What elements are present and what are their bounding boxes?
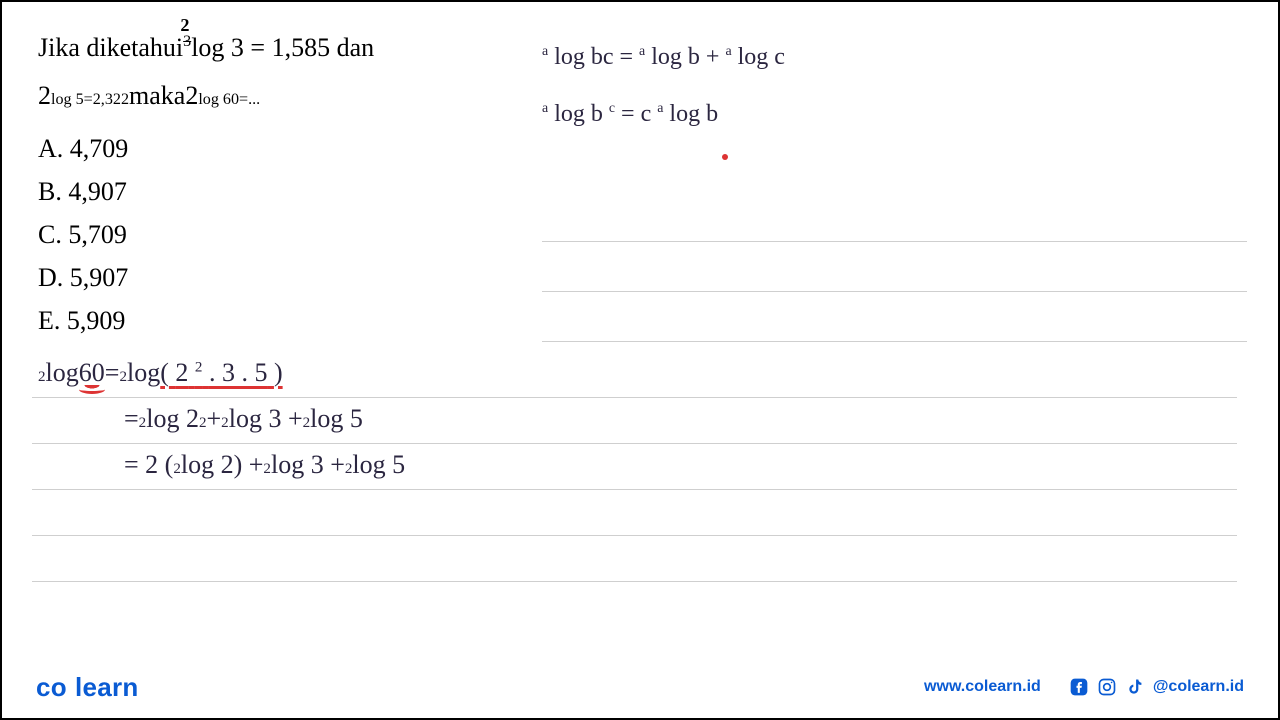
corrected-base-struck: 3 bbox=[183, 33, 191, 50]
rule-power: a log b c = c a log b bbox=[542, 93, 1242, 136]
rule-line bbox=[542, 242, 1247, 292]
paren: ) bbox=[274, 358, 283, 387]
log2-base: 2 bbox=[38, 74, 51, 118]
social-handle[interactable]: @colearn.id bbox=[1153, 678, 1244, 696]
work-line-2: = 2 log 2 2 + 2 log 3 + 2 log 5 bbox=[32, 398, 1237, 444]
log3-base: 2 bbox=[185, 74, 198, 118]
sup-2: 2 bbox=[38, 369, 46, 386]
option-label: A. bbox=[38, 134, 63, 163]
text: log 5 bbox=[352, 450, 405, 480]
underlined-60: 60 bbox=[79, 358, 105, 388]
rule-text: log b + bbox=[651, 44, 725, 70]
option-value: 4,907 bbox=[68, 177, 127, 206]
sup-2: 2 bbox=[263, 461, 271, 478]
text: log bbox=[46, 358, 79, 388]
instagram-icon[interactable] bbox=[1097, 677, 1117, 697]
option-value: 5,709 bbox=[68, 220, 127, 249]
option-value: 5,907 bbox=[70, 263, 129, 292]
option-label: E. bbox=[38, 306, 60, 335]
rule-text: log c bbox=[738, 44, 785, 70]
text: log 3 + bbox=[229, 404, 303, 434]
rule-text: = c bbox=[621, 101, 657, 127]
sup-2: 2 bbox=[173, 461, 181, 478]
red-dot-icon bbox=[722, 154, 728, 160]
rule-sup: c bbox=[609, 101, 615, 116]
sup-2: 2 bbox=[303, 415, 311, 432]
text: + bbox=[207, 404, 222, 434]
rule-sup: a bbox=[542, 101, 548, 116]
work-line-empty bbox=[32, 536, 1237, 582]
footer-right: www.colearn.id @colearn.id bbox=[924, 677, 1244, 697]
text: = bbox=[124, 404, 139, 434]
log3-body: log 60=... bbox=[198, 86, 260, 113]
option-value: 4,709 bbox=[70, 134, 129, 163]
work-line-empty bbox=[32, 582, 1237, 628]
text: log 5 bbox=[310, 404, 363, 434]
rule-text: log b bbox=[669, 101, 718, 127]
content-area: Jika diketahui 2 3 log 3 = 1,585 dan 2 l… bbox=[2, 2, 1278, 642]
sup-2: 2 bbox=[139, 415, 147, 432]
log-rules: a log bc = a log b + a log c a log b c =… bbox=[542, 36, 1242, 136]
option-label: B. bbox=[38, 177, 62, 206]
site-url[interactable]: www.colearn.id bbox=[924, 678, 1041, 696]
ruled-lines-right bbox=[542, 192, 1247, 342]
corrected-base: 2 3 bbox=[183, 26, 191, 70]
text: log 2 bbox=[146, 404, 199, 434]
rest: . 3 . 5 bbox=[209, 358, 268, 387]
option-label: D. bbox=[38, 263, 63, 292]
logo-part-b: learn bbox=[75, 672, 139, 702]
facebook-icon[interactable] bbox=[1069, 677, 1089, 697]
text: log 2) + bbox=[181, 450, 264, 480]
question-text: Jika diketahui bbox=[38, 26, 183, 70]
sup-2: 2 bbox=[119, 369, 127, 386]
rule-text: log bc = bbox=[554, 44, 639, 70]
rule-text: log b bbox=[554, 101, 603, 127]
worked-solution: 2 log 60 = 2 log ( 2 2 . 3 . 5 ) = 2 log… bbox=[32, 352, 1237, 628]
rule-product: a log bc = a log b + a log c bbox=[542, 36, 1242, 79]
footer: colearn www.colearn.id @colearn.id bbox=[2, 656, 1278, 718]
work-line-1: 2 log 60 = 2 log ( 2 2 . 3 . 5 ) bbox=[32, 352, 1237, 398]
rule-line bbox=[542, 192, 1247, 242]
option-value: 5,909 bbox=[67, 306, 126, 335]
log2-body: log 5=2,322 bbox=[51, 86, 129, 113]
text: = 2 ( bbox=[124, 450, 173, 480]
two: 2 bbox=[175, 358, 188, 387]
question-mid: maka bbox=[129, 74, 185, 118]
rule-sup: a bbox=[657, 101, 663, 116]
work-line-3: = 2 ( 2 log 2) + 2 log 3 + 2 log 5 bbox=[32, 444, 1237, 490]
sup-2: 2 bbox=[221, 415, 229, 432]
log1-body: log 3 = 1,585 dan bbox=[191, 26, 374, 70]
tiktok-icon[interactable] bbox=[1125, 677, 1145, 697]
rule-sup: a bbox=[725, 44, 731, 59]
text: log bbox=[127, 358, 160, 388]
sup-2: 2 bbox=[195, 359, 203, 375]
brand-logo: colearn bbox=[36, 672, 139, 703]
paren: ( bbox=[160, 358, 169, 387]
logo-part-a: co bbox=[36, 672, 67, 702]
rule-line bbox=[542, 292, 1247, 342]
option-label: C. bbox=[38, 220, 62, 249]
sup-2: 2 bbox=[199, 415, 207, 432]
rule-sup: a bbox=[639, 44, 645, 59]
rule-sup: a bbox=[542, 44, 548, 59]
work-line-empty bbox=[32, 490, 1237, 536]
text: log 3 + bbox=[271, 450, 345, 480]
sup-2: 2 bbox=[345, 461, 353, 478]
text: = bbox=[105, 358, 120, 388]
social-block: @colearn.id bbox=[1069, 677, 1244, 697]
underlined-factorization: ( 2 2 . 3 . 5 ) bbox=[160, 358, 282, 388]
